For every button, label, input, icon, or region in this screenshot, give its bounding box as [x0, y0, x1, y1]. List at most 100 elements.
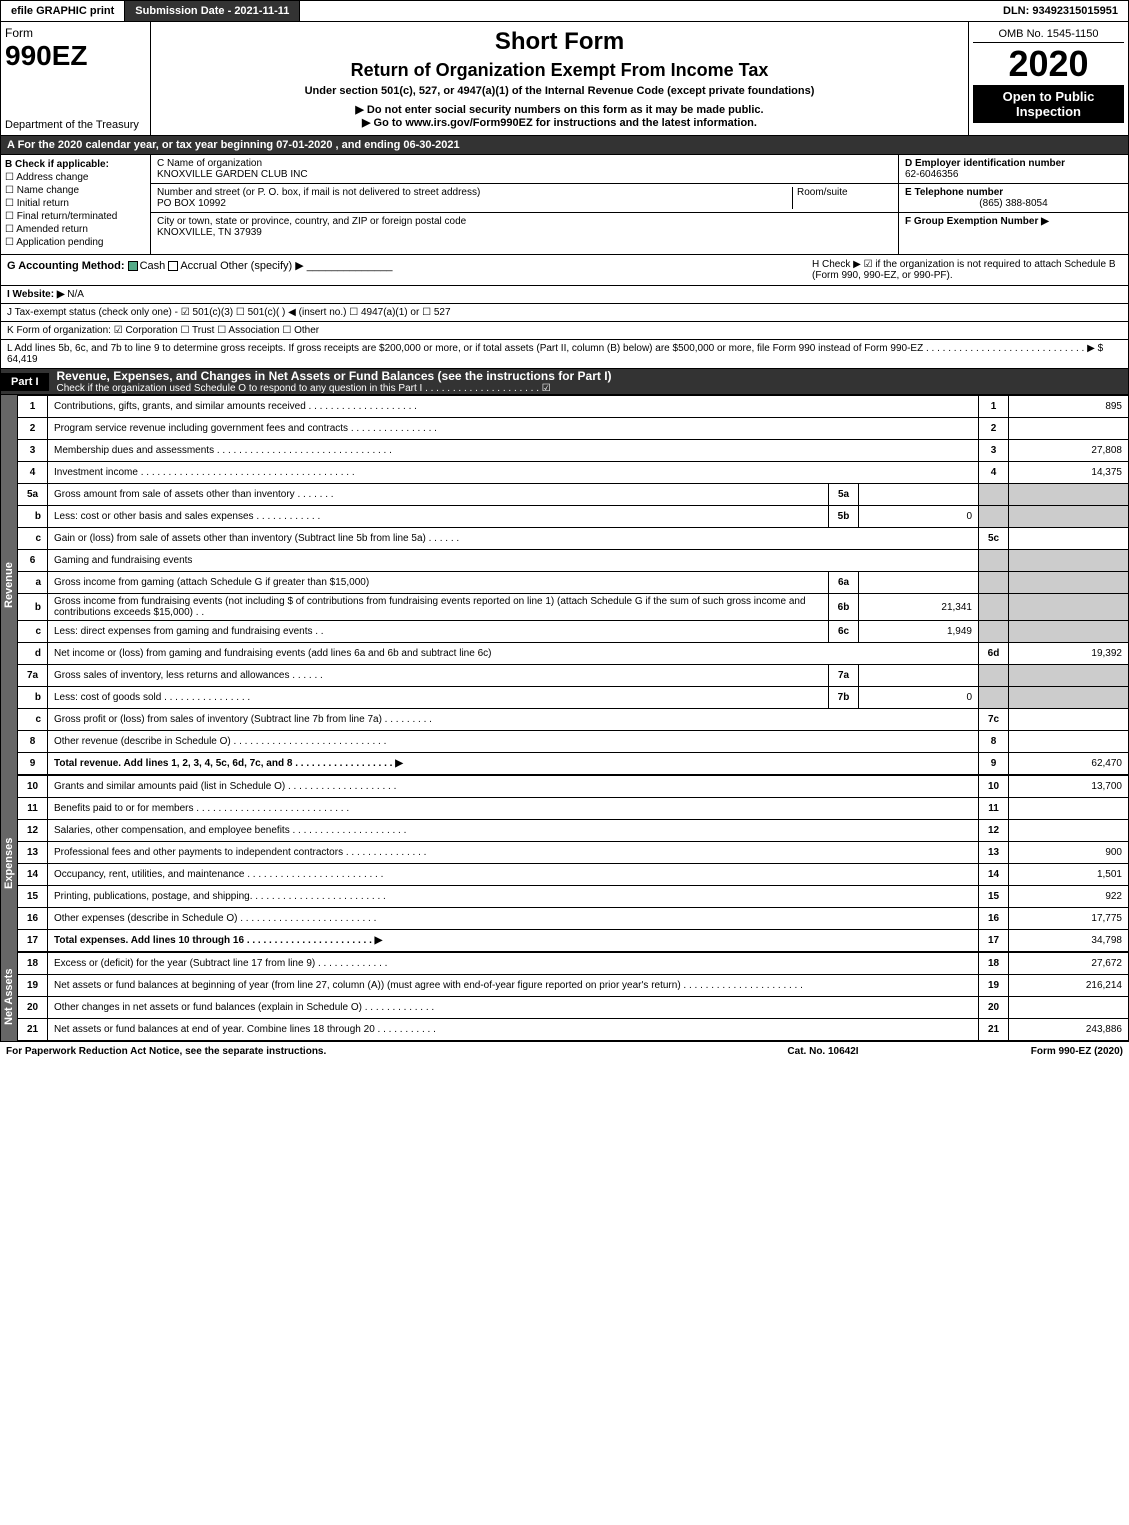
row-6b: bGross income from fundraising events (n… [18, 594, 1129, 621]
city-value: KNOXVILLE, TN 37939 [157, 227, 892, 238]
row-7c: cGross profit or (loss) from sales of in… [18, 709, 1129, 731]
goto-link[interactable]: ▶ Go to www.irs.gov/Form990EZ for instru… [157, 116, 962, 129]
row-18: 18Excess or (deficit) for the year (Subt… [18, 953, 1129, 975]
row-6a: aGross income from gaming (attach Schedu… [18, 572, 1129, 594]
row-19: 19Net assets or fund balances at beginni… [18, 975, 1129, 997]
l-text: L Add lines 5b, 6c, and 7b to line 9 to … [7, 343, 1095, 354]
topbar: efile GRAPHIC print Submission Date - 20… [0, 0, 1129, 22]
expenses-table: 10Grants and similar amounts paid (list … [17, 775, 1129, 952]
org-city-row: City or town, state or province, country… [151, 213, 898, 241]
open-public: Open to Public Inspection [973, 85, 1124, 123]
row-1: 1Contributions, gifts, grants, and simil… [18, 396, 1129, 418]
check-address[interactable]: ☐ Address change [5, 172, 146, 183]
box-def: D Employer identification number 62-6046… [898, 155, 1128, 254]
c-label: C Name of organization [157, 158, 892, 169]
g-label: G Accounting Method: [7, 260, 125, 272]
submission-date-btn[interactable]: Submission Date - 2021-11-11 [125, 1, 300, 21]
line-a: A For the 2020 calendar year, or tax yea… [0, 136, 1129, 155]
org-info: B Check if applicable: ☐ Address change … [0, 155, 1129, 255]
netassets-label: Net Assets [1, 952, 17, 1041]
header-center: Short Form Return of Organization Exempt… [151, 22, 968, 135]
line-h: H Check ▶ ☑ if the organization is not r… [812, 259, 1122, 281]
row-6d: dNet income or (loss) from gaming and fu… [18, 643, 1129, 665]
c-value: KNOXVILLE GARDEN CLUB INC [157, 169, 892, 180]
line-l: L Add lines 5b, 6c, and 7b to line 9 to … [0, 340, 1129, 369]
box-b: B Check if applicable: ☐ Address change … [1, 155, 151, 254]
row-11: 11Benefits paid to or for members . . . … [18, 798, 1129, 820]
row-6: 6Gaming and fundraising events [18, 550, 1129, 572]
d-label: D Employer identification number [905, 158, 1065, 169]
line-j: J Tax-exempt status (check only one) - ☑… [0, 304, 1129, 322]
row-14: 14Occupancy, rent, utilities, and mainte… [18, 864, 1129, 886]
netassets-table: 18Excess or (deficit) for the year (Subt… [17, 952, 1129, 1041]
row-4: 4Investment income . . . . . . . . . . .… [18, 462, 1129, 484]
line-g: G Accounting Method: Cash Accrual Other … [7, 259, 812, 281]
row-16: 16Other expenses (describe in Schedule O… [18, 908, 1129, 930]
footer-left: For Paperwork Reduction Act Notice, see … [6, 1046, 723, 1057]
line-k: K Form of organization: ☑ Corporation ☐ … [0, 322, 1129, 340]
box-d: D Employer identification number 62-6046… [899, 155, 1128, 184]
check-name[interactable]: ☐ Name change [5, 185, 146, 196]
box-f: F Group Exemption Number ▶ [899, 213, 1128, 230]
line-i: I Website: ▶ N/A [0, 286, 1129, 304]
check-initial[interactable]: ☐ Initial return [5, 198, 146, 209]
form-header: Form 990EZ Department of the Treasury Sh… [0, 22, 1129, 136]
other-label: Other (specify) ▶ [220, 260, 304, 272]
row-7a: 7aGross sales of inventory, less returns… [18, 665, 1129, 687]
row-17: 17Total expenses. Add lines 10 through 1… [18, 930, 1129, 952]
org-addr-row: Number and street (or P. O. box, if mail… [151, 184, 898, 213]
city-label: City or town, state or province, country… [157, 216, 892, 227]
addr-value: PO BOX 10992 [157, 198, 792, 209]
revenue-section: Revenue 1Contributions, gifts, grants, a… [0, 395, 1129, 775]
form-number: 990EZ [5, 40, 146, 72]
room-label: Room/suite [792, 187, 892, 209]
row-8: 8Other revenue (describe in Schedule O) … [18, 731, 1129, 753]
footer-right: Form 990-EZ (2020) [923, 1046, 1123, 1057]
under-text: Under section 501(c), 527, or 4947(a)(1)… [157, 85, 962, 97]
efile-print-btn[interactable]: efile GRAPHIC print [1, 1, 125, 21]
f-label: F Group Exemption Number ▶ [905, 216, 1049, 227]
gh-row: G Accounting Method: Cash Accrual Other … [0, 255, 1129, 286]
subtitle: Return of Organization Exempt From Incom… [157, 60, 962, 81]
revenue-label: Revenue [1, 395, 17, 775]
cash-label: Cash [140, 260, 166, 272]
dln-label: DLN: 93492315015951 [993, 1, 1128, 21]
row-12: 12Salaries, other compensation, and empl… [18, 820, 1129, 842]
check-amended[interactable]: ☐ Amended return [5, 224, 146, 235]
row-21: 21Net assets or fund balances at end of … [18, 1019, 1129, 1041]
box-e: E Telephone number (865) 388-8054 [899, 184, 1128, 213]
row-9: 9Total revenue. Add lines 1, 2, 3, 4, 5c… [18, 753, 1129, 775]
row-2: 2Program service revenue including gover… [18, 418, 1129, 440]
row-13: 13Professional fees and other payments t… [18, 842, 1129, 864]
expenses-label: Expenses [1, 775, 17, 952]
expenses-section: Expenses 10Grants and similar amounts pa… [0, 775, 1129, 952]
row-7b: bLess: cost of goods sold . . . . . . . … [18, 687, 1129, 709]
part1-title: Revenue, Expenses, and Changes in Net As… [57, 369, 612, 383]
footer: For Paperwork Reduction Act Notice, see … [0, 1041, 1129, 1061]
row-5a: 5aGross amount from sale of assets other… [18, 484, 1129, 506]
tax-year: 2020 [973, 43, 1124, 85]
part1-label: Part I [1, 373, 49, 391]
accrual-label: Accrual [180, 260, 217, 272]
check-accrual[interactable] [168, 261, 178, 271]
check-pending[interactable]: ☐ Application pending [5, 237, 146, 248]
form-label: Form [5, 26, 146, 40]
check-cash[interactable] [128, 261, 138, 271]
addr-label: Number and street (or P. O. box, if mail… [157, 187, 792, 198]
org-name-row: C Name of organization KNOXVILLE GARDEN … [151, 155, 898, 184]
dept-label: Department of the Treasury [5, 119, 146, 131]
d-value: 62-6046356 [905, 169, 1122, 180]
warn-text: ▶ Do not enter social security numbers o… [157, 103, 962, 116]
check-final[interactable]: ☐ Final return/terminated [5, 211, 146, 222]
row-3: 3Membership dues and assessments . . . .… [18, 440, 1129, 462]
omb-label: OMB No. 1545-1150 [973, 26, 1124, 43]
i-value: N/A [67, 289, 84, 300]
box-c: C Name of organization KNOXVILLE GARDEN … [151, 155, 898, 254]
e-label: E Telephone number [905, 187, 1003, 198]
row-10: 10Grants and similar amounts paid (list … [18, 776, 1129, 798]
part1-check: Check if the organization used Schedule … [57, 383, 612, 394]
footer-mid: Cat. No. 10642I [723, 1046, 923, 1057]
netassets-section: Net Assets 18Excess or (deficit) for the… [0, 952, 1129, 1041]
row-15: 15Printing, publications, postage, and s… [18, 886, 1129, 908]
part1-header: Part I Revenue, Expenses, and Changes in… [0, 369, 1129, 395]
